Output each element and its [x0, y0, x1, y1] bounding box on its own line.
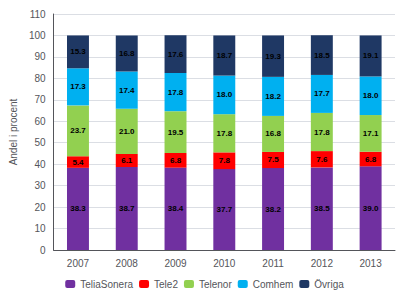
- svg-text:40: 40: [34, 159, 46, 170]
- svg-text:Telenor: Telenor: [199, 279, 232, 290]
- svg-text:23.7: 23.7: [70, 126, 86, 135]
- svg-text:19.3: 19.3: [265, 52, 281, 61]
- svg-text:6.1: 6.1: [121, 156, 133, 165]
- svg-text:5.4: 5.4: [72, 158, 84, 167]
- svg-text:20: 20: [34, 202, 46, 213]
- svg-text:18.2: 18.2: [265, 92, 281, 101]
- svg-text:18.0: 18.0: [363, 91, 379, 100]
- svg-text:2007: 2007: [67, 258, 90, 269]
- svg-text:Comhem: Comhem: [253, 279, 294, 290]
- svg-text:80: 80: [34, 73, 46, 84]
- svg-text:19.1: 19.1: [363, 51, 379, 60]
- svg-text:2012: 2012: [311, 258, 334, 269]
- svg-text:0: 0: [40, 245, 46, 256]
- svg-text:Andel i procent: Andel i procent: [8, 98, 19, 165]
- svg-text:2008: 2008: [116, 258, 139, 269]
- svg-text:Övriga: Övriga: [314, 279, 344, 290]
- svg-text:17.8: 17.8: [217, 129, 233, 138]
- svg-text:30: 30: [34, 180, 46, 191]
- svg-text:2009: 2009: [164, 258, 187, 269]
- svg-text:38.7: 38.7: [119, 204, 135, 213]
- svg-text:38.3: 38.3: [70, 204, 86, 213]
- svg-text:15.3: 15.3: [70, 47, 86, 56]
- svg-text:100: 100: [29, 30, 46, 41]
- svg-text:21.0: 21.0: [119, 127, 135, 136]
- svg-text:90: 90: [34, 51, 46, 62]
- svg-text:38.4: 38.4: [168, 204, 184, 213]
- svg-text:37.7: 37.7: [217, 205, 233, 214]
- svg-text:17.8: 17.8: [314, 128, 330, 137]
- svg-text:7.5: 7.5: [268, 155, 280, 164]
- svg-text:2013: 2013: [359, 258, 382, 269]
- svg-text:18.0: 18.0: [217, 90, 233, 99]
- svg-text:2010: 2010: [213, 258, 236, 269]
- svg-text:17.7: 17.7: [314, 89, 330, 98]
- svg-text:110: 110: [30, 9, 46, 20]
- svg-text:38.2: 38.2: [265, 205, 281, 214]
- svg-text:7.8: 7.8: [219, 156, 231, 165]
- svg-text:50: 50: [34, 137, 46, 148]
- svg-text:38.5: 38.5: [314, 204, 330, 213]
- svg-text:70: 70: [34, 94, 46, 105]
- svg-text:17.3: 17.3: [70, 82, 86, 91]
- svg-text:Tele2: Tele2: [154, 279, 178, 290]
- svg-text:16.8: 16.8: [119, 49, 135, 58]
- svg-text:17.1: 17.1: [363, 129, 379, 138]
- svg-text:19.5: 19.5: [168, 128, 184, 137]
- svg-text:17.6: 17.6: [168, 50, 184, 59]
- svg-text:17.8: 17.8: [168, 88, 184, 97]
- svg-text:17.4: 17.4: [119, 86, 135, 95]
- svg-text:6.8: 6.8: [170, 156, 182, 165]
- svg-text:39.0: 39.0: [363, 204, 379, 213]
- svg-text:6.8: 6.8: [365, 155, 377, 164]
- svg-text:TeliaSonera: TeliaSonera: [80, 279, 133, 290]
- svg-text:16.8: 16.8: [265, 129, 281, 138]
- svg-text:7.6: 7.6: [316, 155, 328, 164]
- svg-text:18.7: 18.7: [217, 51, 233, 60]
- svg-text:60: 60: [34, 116, 46, 127]
- svg-text:10: 10: [34, 223, 46, 234]
- svg-text:2011: 2011: [262, 258, 284, 269]
- svg-text:18.5: 18.5: [314, 51, 330, 60]
